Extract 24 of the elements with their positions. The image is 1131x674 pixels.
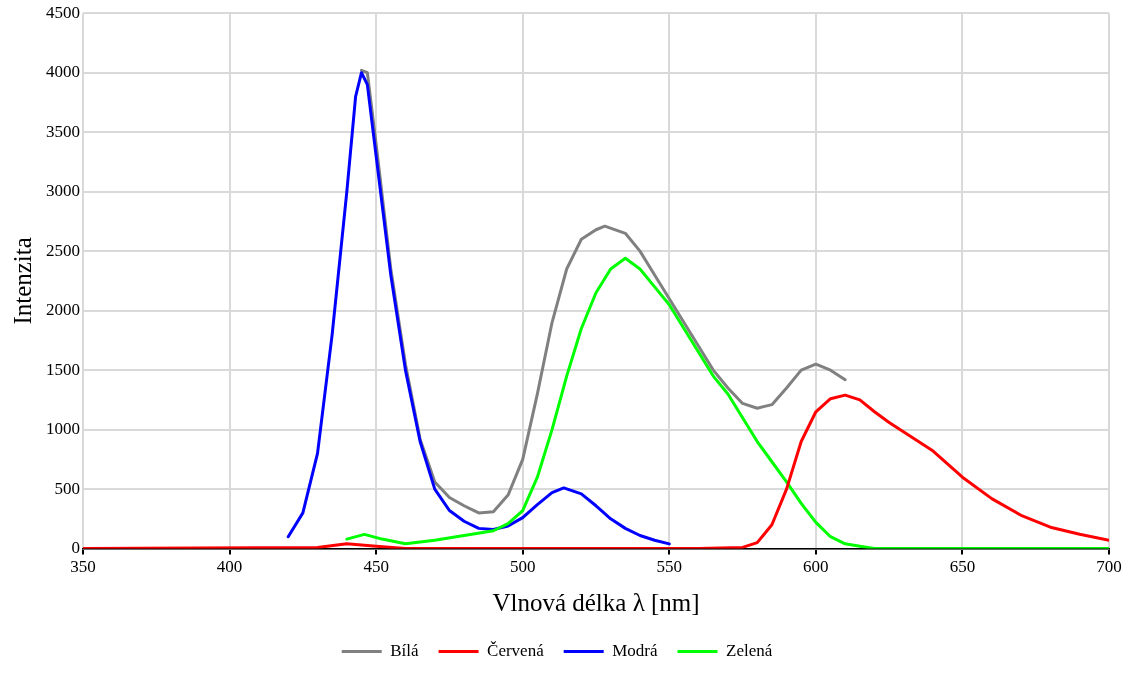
y-tick-label: 500 — [54, 478, 80, 498]
y-axis-title: Intenzita — [8, 237, 36, 325]
legend-label: Modrá — [612, 640, 658, 660]
x-tick-label: 700 — [1096, 557, 1122, 577]
x-tick-label: 400 — [216, 557, 243, 577]
x-tick-label: 500 — [509, 557, 536, 577]
y-tick-label: 3500 — [46, 121, 80, 141]
y-tick-label: 2500 — [46, 240, 80, 260]
y-tick-label: 1500 — [46, 359, 80, 379]
x-tick-label: 650 — [949, 557, 976, 577]
x-tick-label: 550 — [656, 557, 683, 577]
x-axis-title: Vlnová délka λ [nm] — [492, 588, 700, 616]
x-tick-label: 450 — [363, 557, 389, 577]
legend-label: Červená — [487, 640, 545, 660]
y-tick-label: 4000 — [46, 62, 80, 82]
legend-label: Bílá — [390, 640, 420, 660]
x-tick-label: 600 — [803, 557, 829, 577]
x-tick-label: 350 — [70, 557, 96, 577]
y-tick-label: 2000 — [46, 300, 80, 320]
y-tick-label: 3000 — [46, 181, 80, 201]
y-tick-label: 4500 — [46, 2, 80, 22]
y-tick-label: 0 — [71, 538, 80, 558]
y-tick-label: 1000 — [46, 419, 80, 439]
legend-label: Zelená — [726, 640, 773, 660]
